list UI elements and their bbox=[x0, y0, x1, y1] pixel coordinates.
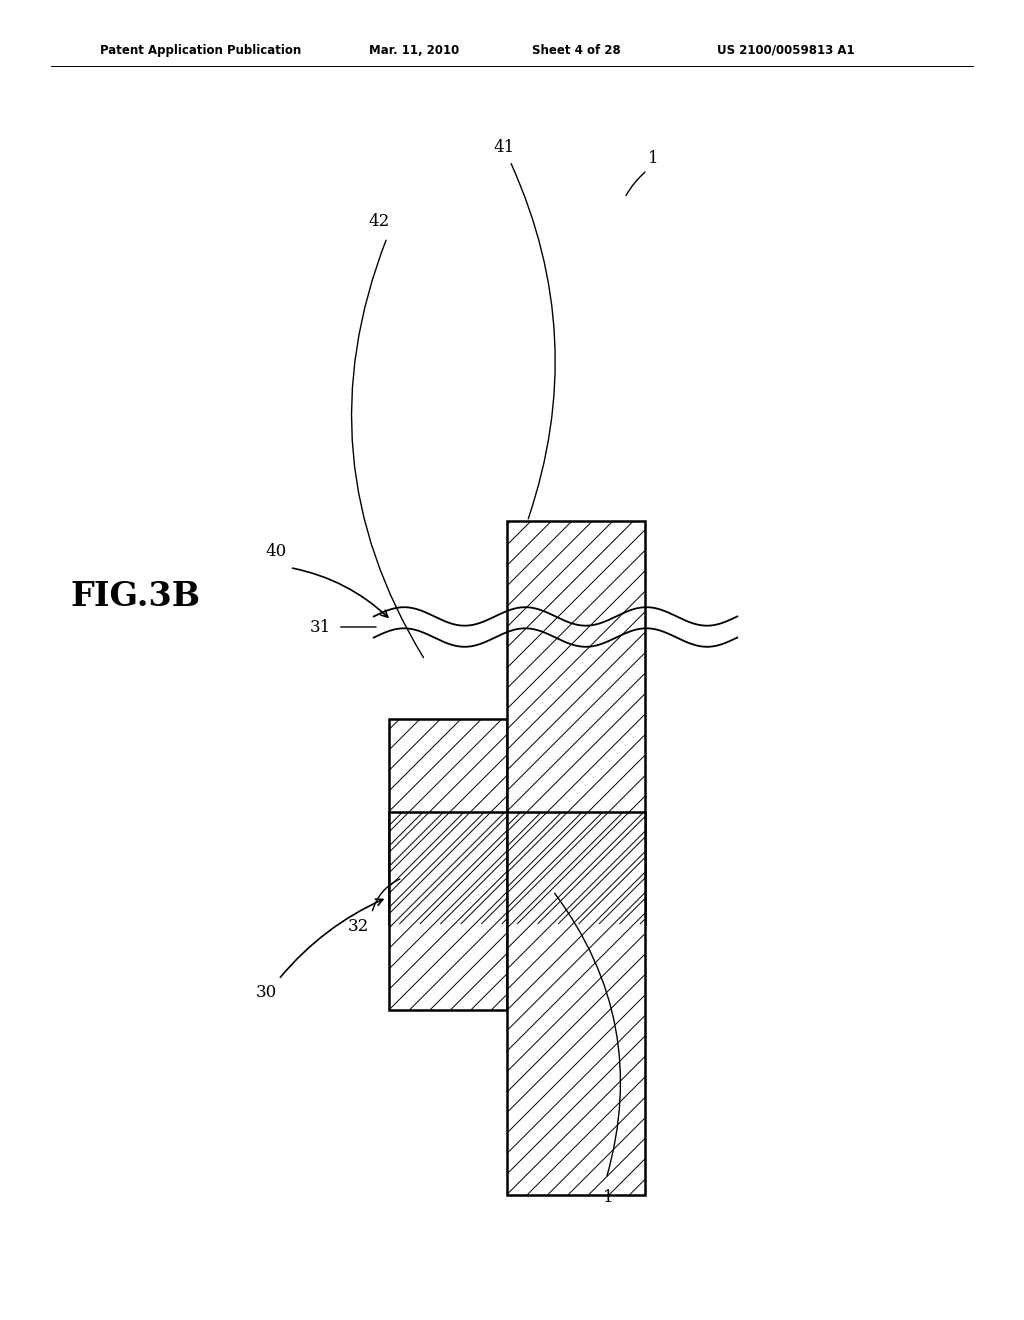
Text: 30: 30 bbox=[256, 985, 276, 1001]
Text: 32: 32 bbox=[348, 919, 369, 935]
Polygon shape bbox=[507, 812, 645, 1195]
Text: Mar. 11, 2010: Mar. 11, 2010 bbox=[369, 44, 459, 57]
Text: 40: 40 bbox=[266, 544, 287, 560]
Text: 31: 31 bbox=[310, 619, 331, 635]
Text: 1: 1 bbox=[648, 150, 658, 166]
Polygon shape bbox=[389, 719, 507, 924]
Text: FIG.3B: FIG.3B bbox=[70, 581, 201, 612]
Text: Sheet 4 of 28: Sheet 4 of 28 bbox=[532, 44, 622, 57]
Text: 1: 1 bbox=[603, 1189, 613, 1205]
Text: 42: 42 bbox=[369, 214, 389, 230]
Polygon shape bbox=[389, 812, 507, 1010]
Text: US 2100/0059813 A1: US 2100/0059813 A1 bbox=[717, 44, 854, 57]
Polygon shape bbox=[507, 521, 645, 924]
Text: 41: 41 bbox=[494, 140, 514, 156]
Text: Patent Application Publication: Patent Application Publication bbox=[100, 44, 302, 57]
